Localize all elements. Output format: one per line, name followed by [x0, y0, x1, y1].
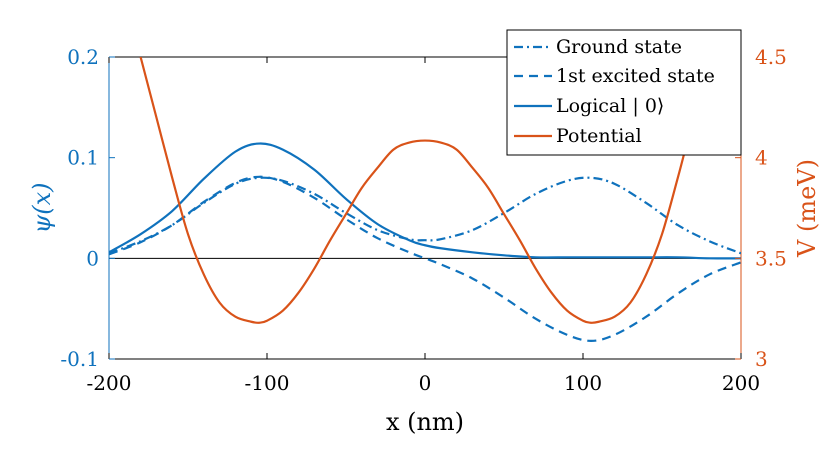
x-tick-label: 200	[722, 371, 760, 395]
y-right-tick-label: 4	[755, 146, 768, 170]
legend: Ground state 1st excited state Logical |…	[506, 29, 742, 156]
y-left-tick-label: 0.2	[67, 45, 99, 69]
series-excited-state	[109, 175, 741, 342]
legend-label-potential: Potential	[556, 125, 642, 147]
y-right-tick-label: 3.5	[755, 246, 787, 270]
x-tick-label: 100	[564, 371, 602, 395]
y-left-axis-label: ψ(x)	[28, 182, 56, 233]
x-tick-label: 0	[419, 371, 432, 395]
y-left-axis-ticks: -0.1 0 0.1 0.2	[60, 45, 115, 371]
y-left-tick-label: -0.1	[60, 347, 99, 371]
series-potential	[139, 57, 687, 324]
y-right-tick-label: 4.5	[755, 45, 787, 69]
x-tick-label: -100	[245, 371, 290, 395]
y-right-axis-label: V (meV)	[793, 159, 821, 258]
y-left-tick-label: 0.1	[67, 146, 99, 170]
x-axis-label: x (nm)	[386, 408, 464, 436]
x-tick-label: -200	[87, 371, 132, 395]
legend-box	[506, 29, 742, 156]
y-right-tick-label: 3	[755, 347, 768, 371]
series-ground-state	[109, 176, 741, 255]
y-left-tick-label: 0	[86, 246, 99, 270]
legend-label-ground-state: Ground state	[556, 36, 682, 58]
y-right-axis-ticks: 3 3.5 4 4.5	[735, 45, 787, 371]
legend-label-logical-0: Logical | 0⟩	[556, 95, 664, 117]
series-layer	[109, 57, 741, 342]
x-axis-ticks: -200 -100 0 100 200	[87, 57, 760, 395]
legend-label-excited-state: 1st excited state	[556, 65, 715, 87]
series-logical-0	[109, 142, 741, 260]
